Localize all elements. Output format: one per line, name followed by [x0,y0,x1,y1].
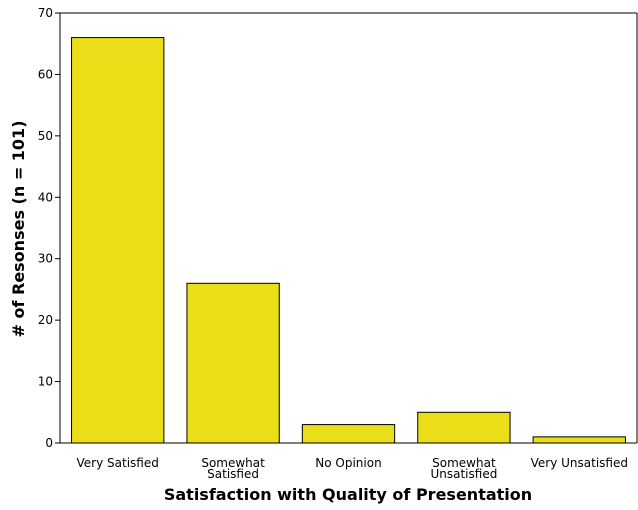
y-tick-label: 40 [38,190,53,204]
x-tick-label: Somewhat Unsatisfied [430,456,497,481]
y-tick-label: 70 [38,6,53,20]
y-tick-label: 0 [45,436,53,450]
x-axis-title: Satisfaction with Quality of Presentatio… [164,485,532,504]
y-tick-label: 50 [38,129,53,143]
bar [301,424,396,444]
x-tick-label-line: No Opinion [315,456,381,470]
x-tick-label-line: Very Unsatisfied [531,456,628,470]
bar [186,282,280,444]
x-tick-label-line: Somewhat [201,456,265,470]
x-tick-label-line: Satisfied [207,467,259,481]
y-tick-label: 30 [38,252,53,266]
x-tick-label-line: Somewhat [432,456,496,470]
x-tick-label: Somewhat Satisfied [201,456,265,481]
y-tick-label: 60 [38,67,53,81]
x-tick-label: Very Satisfied [77,456,159,470]
x-tick-label-line: Unsatisfied [430,467,497,481]
bar [417,411,511,444]
axes-layer [55,12,638,444]
bars-layer [71,37,626,444]
bar [71,37,165,444]
y-axis-title: # of Resonses (n = 101) [9,120,28,337]
y-tick-label: 20 [38,313,53,327]
x-tick-label-line: Very Satisfied [77,456,159,470]
y-tick-label: 10 [38,375,53,389]
x-tick-label: No Opinion [315,456,381,470]
x-tick-label: Very Unsatisfied [531,456,628,470]
bar [532,436,626,444]
